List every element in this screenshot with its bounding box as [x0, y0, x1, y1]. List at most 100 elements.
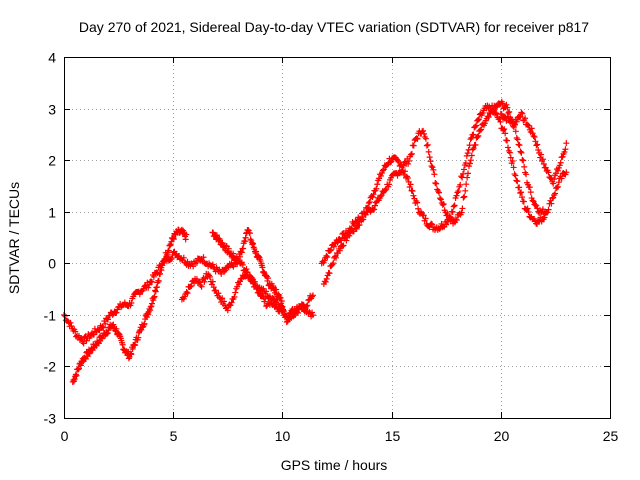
data-point [168, 255, 175, 262]
data-point [356, 221, 363, 228]
data-point [240, 245, 247, 252]
data-point [182, 236, 189, 243]
data-point [524, 122, 531, 129]
data-point [489, 108, 496, 115]
data-point [439, 201, 446, 208]
data-point [436, 189, 443, 196]
data-point [500, 127, 507, 134]
data-point [266, 301, 273, 308]
data-point [309, 293, 316, 300]
data-point [450, 203, 457, 210]
data-point [540, 161, 547, 168]
data-point [472, 123, 479, 130]
data-point [552, 190, 559, 197]
data-point [429, 164, 436, 171]
data-point [497, 118, 504, 125]
data-point [444, 210, 451, 217]
data-point [81, 334, 88, 341]
data-point [360, 216, 367, 223]
data-point [451, 202, 458, 209]
x-tick-label: 20 [494, 428, 510, 444]
data-point [238, 249, 245, 256]
data-point [340, 242, 347, 249]
data-point [563, 169, 570, 176]
data-point [242, 234, 249, 241]
data-point [420, 212, 427, 219]
data-point [551, 176, 558, 183]
data-point [232, 289, 239, 296]
data-point [230, 250, 237, 257]
data-point [244, 269, 251, 276]
data-point [278, 298, 285, 305]
data-point [519, 110, 526, 117]
data-point [273, 286, 280, 293]
data-point [545, 169, 552, 176]
data-point [436, 195, 443, 202]
data-point [509, 157, 516, 164]
data-point [353, 225, 360, 232]
data-point [145, 311, 152, 318]
data-point [548, 200, 555, 207]
data-point [165, 247, 172, 254]
y-tick-label: 2 [48, 153, 56, 169]
data-point [516, 184, 523, 191]
data-point [512, 172, 519, 179]
data-point [530, 198, 537, 205]
data-point [475, 116, 482, 123]
data-point [363, 205, 370, 212]
data-point [364, 204, 371, 211]
data-point [309, 292, 316, 299]
data-point [181, 293, 188, 300]
data-point [558, 175, 565, 182]
data-point [455, 188, 462, 195]
data-point [421, 130, 428, 137]
data-point [336, 247, 343, 254]
data-point [282, 312, 289, 319]
data-point [496, 115, 503, 122]
data-point [503, 101, 510, 108]
data-point [141, 320, 148, 327]
data-point [253, 284, 260, 291]
data-point [449, 209, 456, 216]
data-point [420, 127, 427, 134]
data-point [432, 179, 439, 186]
data-point [110, 321, 117, 328]
data-point [279, 303, 286, 310]
data-point [196, 279, 203, 286]
data-point [253, 248, 260, 255]
data-point [499, 100, 506, 107]
data-point [406, 158, 413, 165]
data-point [113, 325, 120, 332]
data-point [150, 294, 157, 301]
data-point [524, 205, 531, 212]
y-tick-label: 4 [48, 50, 56, 66]
data-point [407, 181, 414, 188]
data-point [236, 281, 243, 288]
data-point [519, 194, 526, 201]
data-point [323, 252, 330, 259]
data-point [155, 278, 162, 285]
data-point [198, 283, 205, 290]
data-point [129, 346, 136, 353]
data-point [461, 193, 468, 200]
data-point [370, 191, 377, 198]
data-point [81, 354, 88, 361]
data-point [343, 237, 350, 244]
data-point [410, 142, 417, 149]
data-point [518, 149, 525, 156]
data-point [261, 298, 268, 305]
data-point [506, 149, 513, 156]
data-point [466, 160, 473, 167]
data-point [309, 312, 316, 319]
data-point [467, 157, 474, 164]
data-point [170, 234, 177, 241]
data-point [227, 302, 234, 309]
data-point [100, 324, 107, 331]
data-point [428, 163, 435, 170]
data-point [378, 192, 385, 199]
data-points [61, 98, 570, 385]
data-point [386, 181, 393, 188]
data-point [562, 146, 569, 153]
x-tick-label: 25 [603, 428, 619, 444]
